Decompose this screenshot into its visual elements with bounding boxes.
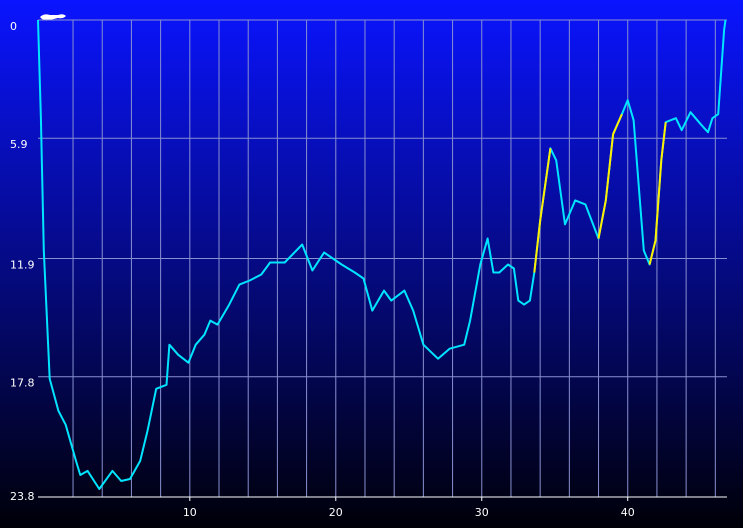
x-tick-label: 40: [621, 506, 635, 519]
y-tick-label: 5.9: [10, 138, 28, 151]
x-tick-label: 30: [475, 506, 489, 519]
diver-icon: [40, 14, 66, 21]
depth-line: [533, 113, 667, 273]
y-tick-label: 11.9: [10, 259, 35, 272]
y-tick-label: 0: [10, 20, 17, 33]
depth-line: [37, 19, 727, 490]
y-tick-label: 17.8: [10, 377, 35, 390]
x-tick-label: 20: [329, 506, 343, 519]
y-tick-label: 23.8: [10, 490, 35, 503]
x-tick-label: 10: [183, 506, 197, 519]
